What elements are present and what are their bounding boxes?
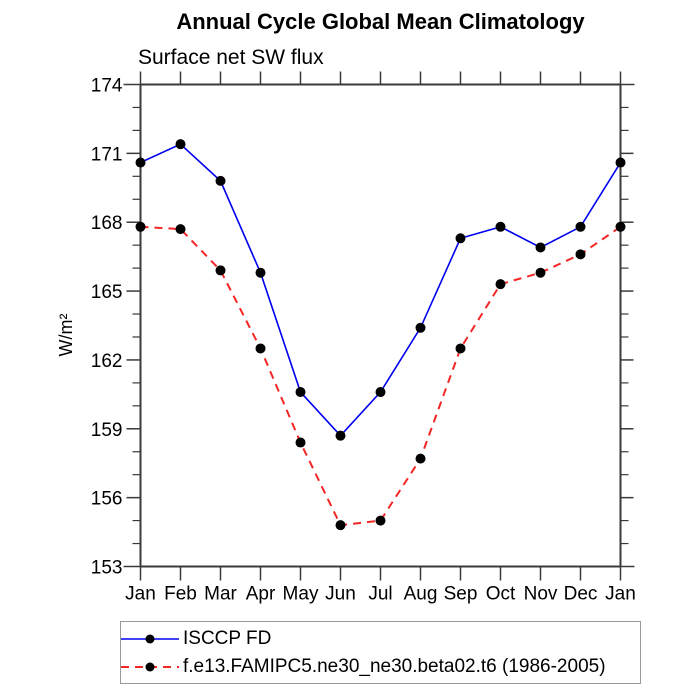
data-point: [215, 265, 226, 276]
y-tick-label: 159: [91, 420, 123, 441]
data-point: [335, 430, 346, 441]
x-tick-label: Apr: [246, 584, 276, 605]
data-point: [415, 322, 426, 333]
series-line-1: [140, 225, 622, 527]
x-tick-label: Feb: [164, 584, 197, 605]
x-tick-label: Dec: [564, 584, 598, 605]
x-tick-label: Aug: [404, 584, 438, 605]
data-point: [535, 267, 546, 278]
legend-item: ISCCP FD: [121, 628, 640, 650]
chart-title: Annual Cycle Global Mean Climatology: [176, 9, 585, 34]
x-tick-label: Oct: [486, 584, 516, 605]
legend-label: f.e13.FAMIPC5.ne30_ne30.beta02.t6 (1986-…: [183, 655, 606, 677]
data-point: [295, 437, 306, 448]
data-point: [455, 343, 466, 354]
legend-marker: [145, 634, 155, 643]
x-tick-label: Jul: [368, 584, 392, 605]
chart-subtitle: Surface net SW flux: [138, 46, 324, 69]
legend-marker: [145, 662, 155, 671]
data-point: [255, 343, 266, 354]
x-tick-label: Jun: [325, 584, 356, 605]
x-tick-label: May: [283, 584, 319, 605]
data-point: [335, 520, 346, 531]
data-point: [615, 157, 626, 168]
y-tick-label: 171: [91, 144, 123, 165]
data-point: [575, 221, 586, 232]
data-point: [135, 157, 146, 168]
x-tick-label: Nov: [524, 584, 558, 605]
legend-item: f.e13.FAMIPC5.ne30_ne30.beta02.t6 (1986-…: [121, 656, 640, 678]
data-point: [455, 233, 466, 244]
plot-area: 153 156 159 162 165 168 171 174 Jan Feb Mar Apr May J…: [91, 71, 636, 605]
y-tick-label: 165: [91, 282, 123, 303]
y-tick-label: 168: [91, 213, 123, 234]
x-tick-label: Jan: [605, 584, 636, 605]
legend-line-icon-dashed: [121, 662, 179, 671]
x-tick-label: Mar: [204, 584, 237, 605]
y-tick-label: 162: [91, 351, 123, 372]
data-point: [175, 139, 186, 150]
data-point: [295, 387, 306, 398]
y-tick-label: 153: [91, 558, 123, 579]
data-point: [535, 242, 546, 253]
x-tick-label: Jan: [125, 584, 156, 605]
data-point: [255, 267, 266, 278]
y-tick-label: 174: [91, 76, 123, 97]
legend-line-icon-solid: [121, 634, 179, 643]
legend-label: ISCCP FD: [183, 627, 272, 649]
data-point: [135, 221, 146, 232]
x-tick-label: Sep: [444, 584, 478, 605]
data-point: [615, 221, 626, 232]
data-point: [215, 175, 226, 186]
data-point: [575, 249, 586, 260]
data-point: [495, 221, 506, 232]
legend-box: ISCCP FD f.e13.FAMIPC5.ne30_ne30.beta02.…: [120, 621, 641, 684]
data-point: [415, 453, 426, 464]
data-point: [375, 387, 386, 398]
y-tick-label: 156: [91, 489, 123, 510]
data-point: [175, 224, 186, 235]
data-point: [495, 279, 506, 290]
data-point: [375, 515, 386, 526]
